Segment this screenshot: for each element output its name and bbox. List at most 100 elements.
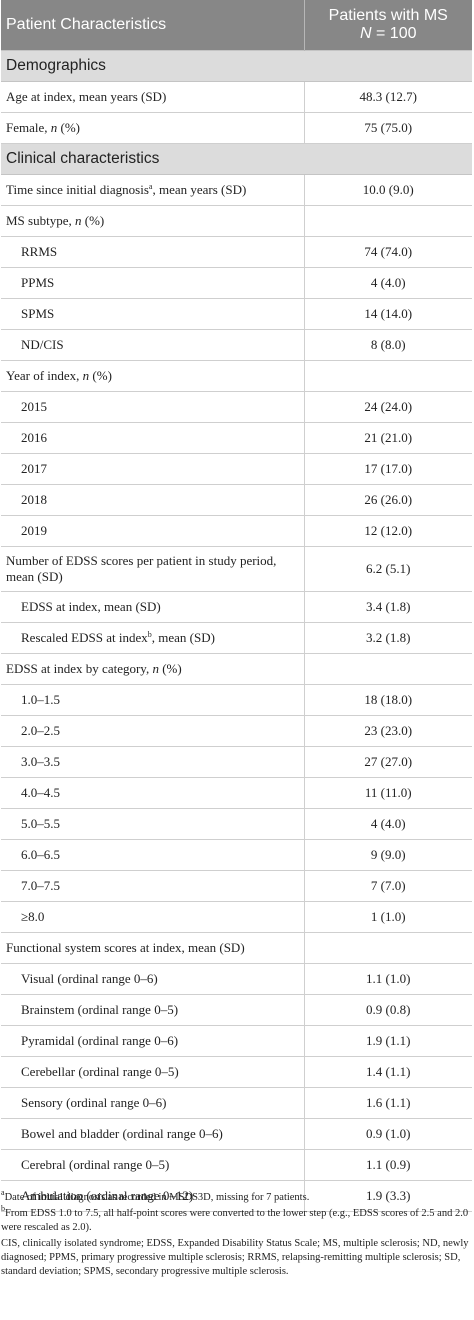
row-label: Ambulation (ordinal range 0–12)	[1, 1180, 305, 1212]
row-value: 1 (1.0)	[304, 901, 472, 933]
row-label: EDSS at index by category, n (%)	[1, 653, 305, 685]
row-label: Year of index, n (%)	[1, 360, 305, 392]
table-row: Visual (ordinal range 0–6) 1.1 (1.0)	[1, 963, 472, 995]
table-row: MS subtype, n (%)	[1, 205, 472, 237]
table-row: Year of index, n (%)	[1, 360, 472, 392]
row-value: 1.9 (3.3)	[304, 1180, 472, 1212]
row-value: 9 (9.0)	[304, 839, 472, 871]
row-label: 2019	[1, 515, 305, 547]
row-label: Female, n (%)	[1, 112, 305, 144]
row-value: 1.1 (1.0)	[304, 963, 472, 995]
row-label: Sensory (ordinal range 0–6)	[1, 1087, 305, 1119]
row-label: Number of EDSS scores per patient in stu…	[1, 546, 305, 592]
row-value: 21 (21.0)	[304, 422, 472, 454]
table-row: Brainstem (ordinal range 0–5) 0.9 (0.8)	[1, 994, 472, 1026]
table-row: EDSS at index by category, n (%)	[1, 653, 472, 685]
row-value: 1.1 (0.9)	[304, 1149, 472, 1181]
header-patients: Patients with MS N = 100	[304, 0, 472, 51]
table-row: 2015 24 (24.0)	[1, 391, 472, 423]
row-label: Age at index, mean years (SD)	[1, 81, 305, 113]
row-label: 3.0–3.5	[1, 746, 305, 778]
row-label: EDSS at index, mean (SD)	[1, 591, 305, 623]
row-value: 11 (11.0)	[304, 777, 472, 809]
table-row: Number of EDSS scores per patient in stu…	[1, 546, 472, 592]
row-label: Cerebral (ordinal range 0–5)	[1, 1149, 305, 1181]
row-value: 8 (8.0)	[304, 329, 472, 361]
row-label: 2018	[1, 484, 305, 516]
footnote-mark: a	[148, 182, 153, 191]
table-row: 2.0–2.5 23 (23.0)	[1, 715, 472, 747]
row-label: Cerebellar (ordinal range 0–5)	[1, 1056, 305, 1088]
row-label: Rescaled EDSS at indexb, mean (SD)	[1, 622, 305, 654]
row-label: Brainstem (ordinal range 0–5)	[1, 994, 305, 1026]
row-value: 24 (24.0)	[304, 391, 472, 423]
row-value: 3.2 (1.8)	[304, 622, 472, 654]
row-value	[304, 205, 472, 237]
row-label: 7.0–7.5	[1, 870, 305, 902]
header-patients-label: Patients with MS	[328, 7, 448, 24]
table-row: Bowel and bladder (ordinal range 0–6) 0.9…	[1, 1118, 472, 1150]
table-row: Time since initial diagnosisa, mean year…	[1, 174, 472, 206]
table-row: PPMS 4 (4.0)	[1, 267, 472, 299]
row-value: 17 (17.0)	[304, 453, 472, 485]
table-row: Pyramidal (ordinal range 0–6) 1.9 (1.1)	[1, 1025, 472, 1057]
row-value: 4 (4.0)	[304, 808, 472, 840]
table-row: 7.0–7.5 7 (7.0)	[1, 870, 472, 902]
row-value: 7 (7.0)	[304, 870, 472, 902]
row-value: 23 (23.0)	[304, 715, 472, 747]
row-label: ≥8.0	[1, 901, 305, 933]
header-characteristics: Patient Characteristics	[1, 0, 305, 51]
row-label: 2.0–2.5	[1, 715, 305, 747]
row-value: 74 (74.0)	[304, 236, 472, 268]
row-label: 4.0–4.5	[1, 777, 305, 809]
row-label: Pyramidal (ordinal range 0–6)	[1, 1025, 305, 1057]
row-label: Visual (ordinal range 0–6)	[1, 963, 305, 995]
table-row: 2018 26 (26.0)	[1, 484, 472, 516]
row-value: 1.4 (1.1)	[304, 1056, 472, 1088]
row-label: 1.0–1.5	[1, 684, 305, 716]
header-patients-n: N = 100	[305, 25, 473, 43]
table-row: 5.0–5.5 4 (4.0)	[1, 808, 472, 840]
row-value: 6.2 (5.1)	[304, 546, 472, 592]
table-row: 2019 12 (12.0)	[1, 515, 472, 547]
row-label: SPMS	[1, 298, 305, 330]
table-row: Rescaled EDSS at indexb, mean (SD) 3.2 (1…	[1, 622, 472, 654]
row-value: 48.3 (12.7)	[304, 81, 472, 113]
row-value: 4 (4.0)	[304, 267, 472, 299]
row-label: RRMS	[1, 236, 305, 268]
table-row: ≥8.0 1 (1.0)	[1, 901, 472, 933]
row-label: 5.0–5.5	[1, 808, 305, 840]
table-row: SPMS 14 (14.0)	[1, 298, 472, 330]
patient-characteristics-table: Patient Characteristics Patients with MS…	[1, 0, 472, 1212]
table-row: 4.0–4.5 11 (11.0)	[1, 777, 472, 809]
table-row: Female, n (%) 75 (75.0)	[1, 112, 472, 144]
table-row: Age at index, mean years (SD) 48.3 (12.7)	[1, 81, 472, 113]
footnote-mark: b	[147, 630, 152, 639]
table-row: Ambulation (ordinal range 0–12) 1.9 (3.3)	[1, 1180, 472, 1212]
footnote-b: bFrom EDSS 1.0 to 7.5, all half-point sc…	[1, 1204, 469, 1234]
footnote-a: aDate of initial diagnosis as recorded i…	[1, 1188, 310, 1204]
row-value: 0.9 (0.8)	[304, 994, 472, 1026]
table-row: 2016 21 (21.0)	[1, 422, 472, 454]
table-row: EDSS at index, mean (SD) 3.4 (1.8)	[1, 591, 472, 623]
table-row: Functional system scores at index, mean …	[1, 932, 472, 964]
row-label: 6.0–6.5	[1, 839, 305, 871]
footnote-abbreviations: CIS, clinically isolated syndrome; EDSS,…	[1, 1238, 469, 1277]
row-value: 14 (14.0)	[304, 298, 472, 330]
row-label: Time since initial diagnosisa, mean year…	[1, 174, 305, 206]
row-value	[304, 932, 472, 964]
row-value: 18 (18.0)	[304, 684, 472, 716]
row-label: ND/CIS	[1, 329, 305, 361]
row-value: 1.6 (1.1)	[304, 1087, 472, 1119]
table-row: Cerebral (ordinal range 0–5) 1.1 (0.9)	[1, 1149, 472, 1181]
header-n-symbol: N	[360, 25, 372, 42]
table-row: 2017 17 (17.0)	[1, 453, 472, 485]
section-demographics: Demographics	[1, 50, 472, 82]
table-row: ND/CIS 8 (8.0)	[1, 329, 472, 361]
row-label: 2015	[1, 391, 305, 423]
row-value: 27 (27.0)	[304, 746, 472, 778]
row-value: 1.9 (1.1)	[304, 1025, 472, 1057]
table-header: Patient Characteristics Patients with MS…	[1, 0, 472, 51]
table-row: 6.0–6.5 9 (9.0)	[1, 839, 472, 871]
